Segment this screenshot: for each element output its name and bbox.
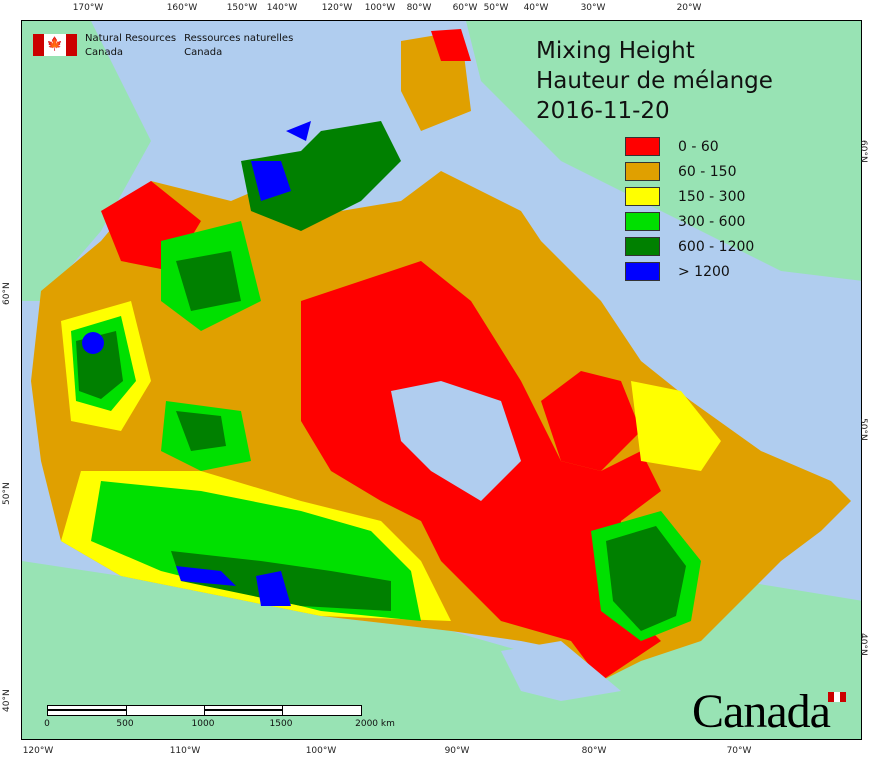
agency-fr: Ressources naturelles [184,33,294,44]
legend-label: > 1200 [678,263,730,280]
arctic-blue-island [251,161,291,201]
usa-land [22,561,861,739]
title-date: 2016-11-20 [536,98,670,124]
top-tick: 140°W [266,3,298,13]
legend-label: 60 - 150 [678,163,737,180]
bottom-tick: 120°W [22,746,54,756]
canada-blue-west [82,332,104,354]
left-tick: 40°N [2,689,12,712]
canada-yellow-quebec [631,381,721,471]
legend-label: 0 - 60 [678,138,719,155]
legend-swatch [625,162,660,181]
legend-label: 150 - 300 [678,188,746,205]
legend-item: > 1200 [625,259,754,284]
top-tick: 20°W [676,3,702,13]
wordmark-flag-icon [828,692,846,702]
agency-signature: 🍁 Natural Resources Canada Ressources nat… [33,32,293,60]
agency-en-2: Canada [85,47,124,58]
scale-label: 0 [44,719,50,729]
agency-en: Natural Resources [85,33,177,44]
top-tick: 60°W [452,3,478,13]
bottom-tick: 100°W [305,746,337,756]
arctic-islands [241,121,401,231]
legend-item: 0 - 60 [625,134,754,159]
map-title: Mixing Height Hauteur de mélange 2016-11… [536,36,773,126]
scale-label: 1500 [269,719,293,729]
canada-blue-south2 [256,571,291,606]
left-tick: 50°N [2,482,12,505]
scale-label: 500 [116,719,134,729]
canada-darkgreen-north [176,251,241,311]
canada-wordmark: Canada [692,685,831,738]
top-tick: 40°W [523,3,549,13]
legend-item: 600 - 1200 [625,234,754,259]
bottom-tick: 70°W [726,746,752,756]
right-tick: 60°N [858,140,868,163]
canada-darkgreen-quebec [606,526,686,631]
legend: 0 - 60 60 - 150 150 - 300 300 - 600 600 - 12… [625,134,754,284]
top-tick: 30°W [580,3,606,13]
bottom-tick: 110°W [169,746,201,756]
title-fr: Hauteur de mélange [536,68,773,94]
top-tick: 120°W [321,3,353,13]
great-lakes [501,641,621,701]
legend-swatch [625,137,660,156]
legend-label: 600 - 1200 [678,238,755,255]
legend-label: 300 - 600 [678,213,746,230]
canada-flag-icon: 🍁 [33,34,77,56]
right-tick: 40°N [858,633,868,656]
legend-item: 60 - 150 [625,159,754,184]
legend-swatch [625,187,660,206]
scale-label: 2000 km [355,719,395,729]
canada-red-labrador [541,371,641,471]
top-tick: 170°W [72,3,104,13]
scale-bar: 0 500 1000 1500 2000 km [44,705,395,729]
legend-swatch [625,237,660,256]
top-tick: 80°W [406,3,432,13]
map-svg [22,21,861,739]
alaska-land [22,21,151,301]
top-tick: 150°W [226,3,258,13]
bottom-tick: 80°W [581,746,607,756]
arctic-blue-island2 [286,121,311,141]
right-tick: 50°N [858,418,868,441]
top-tick: 50°W [483,3,509,13]
greenland-land [466,21,861,281]
hudson-bay [391,381,521,501]
map-canvas [21,20,862,740]
canada-blue-south [176,566,236,586]
top-tick: 160°W [166,3,198,13]
bottom-tick: 90°W [444,746,470,756]
ellesmere-red [431,29,471,61]
legend-swatch [625,262,660,281]
top-tick: 100°W [364,3,396,13]
left-tick: 60°N [2,282,12,305]
title-en: Mixing Height [536,38,695,64]
canada-darkgreen-central [176,411,226,451]
legend-swatch [625,212,660,231]
agency-fr-2: Canada [184,47,223,58]
legend-item: 300 - 600 [625,209,754,234]
legend-item: 150 - 300 [625,184,754,209]
scale-label: 1000 [191,719,215,729]
